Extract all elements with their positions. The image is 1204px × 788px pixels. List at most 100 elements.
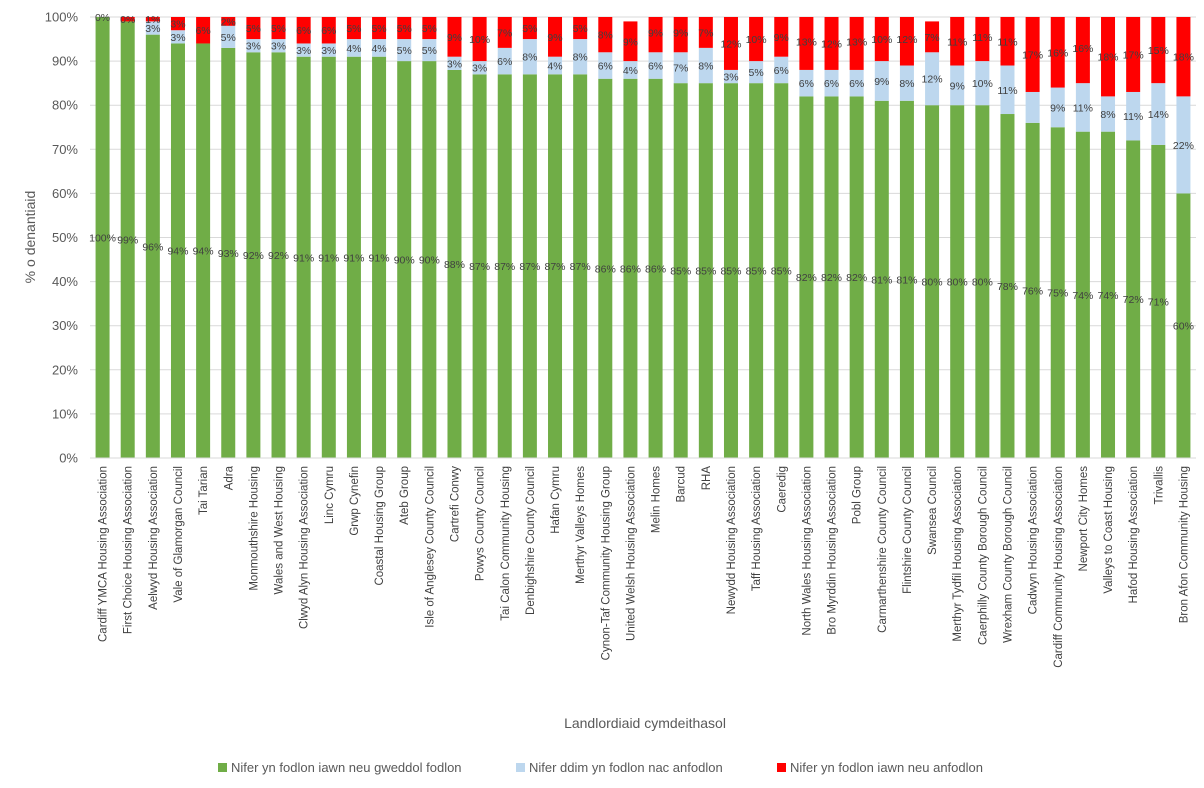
data-label-dissatisfied: 13% <box>796 36 817 48</box>
x-category-label: Trivallis <box>1153 466 1165 505</box>
x-category-label: Merthyr Tydfil Housing Association <box>952 466 964 642</box>
legend-swatch-dissatisfied <box>777 763 786 772</box>
data-label-satisfied: 86% <box>620 263 641 275</box>
data-label-satisfied: 94% <box>167 246 188 258</box>
bar-dissatisfied <box>296 17 311 44</box>
data-label-satisfied: 91% <box>369 252 390 264</box>
bar-satisfied <box>623 78 638 459</box>
y-tick-label: 90% <box>52 54 78 69</box>
data-label-neutral: 6% <box>774 65 789 77</box>
data-label-neutral: 6% <box>799 78 814 90</box>
x-category-label: Caerphilly County Borough Council <box>977 466 989 645</box>
data-label-neutral: 12% <box>922 74 943 86</box>
x-category-label: Bro Myrddin Housing Association <box>827 466 839 635</box>
data-label-satisfied: 90% <box>394 255 415 267</box>
bar-satisfied <box>950 105 965 458</box>
x-category-label: Melin Homes <box>651 466 663 533</box>
data-label-dissatisfied: 0% <box>95 12 110 24</box>
bar-dissatisfied <box>849 17 864 70</box>
bar-dissatisfied <box>346 17 361 40</box>
bar-satisfied <box>522 74 537 458</box>
data-label-satisfied: 91% <box>293 252 314 264</box>
bar-dissatisfied <box>874 17 889 62</box>
data-label-neutral: 3% <box>296 45 311 57</box>
bar-satisfied <box>824 96 839 458</box>
data-label-neutral: 10% <box>972 78 993 90</box>
data-label-dissatisfied: 6% <box>196 25 211 37</box>
bar-neutral <box>849 69 864 97</box>
data-label-neutral: 6% <box>497 56 512 68</box>
x-axis-title: Landlordiaid cymdeithasol <box>564 715 726 731</box>
data-label-satisfied: 75% <box>1047 288 1068 300</box>
bar-satisfied <box>1025 122 1040 458</box>
data-label-neutral: 8% <box>698 61 713 73</box>
bar-dissatisfied <box>925 21 940 53</box>
legend-label-dissatisfied: Nifer yn fodlon iawn neu anfodlon <box>790 760 983 775</box>
bar-satisfied <box>145 34 160 458</box>
data-label-neutral: 8% <box>522 52 537 64</box>
bar-neutral <box>598 52 613 79</box>
x-category-label: Bron Afon Community Housing <box>1178 466 1190 623</box>
data-label-neutral: 3% <box>723 72 738 84</box>
bar-satisfied <box>723 83 738 459</box>
bar-neutral <box>548 56 563 75</box>
x-category-label: Cynon-Taf Community Housing Group <box>600 466 612 660</box>
bar-dissatisfied <box>698 17 713 48</box>
y-tick-label: 30% <box>52 318 78 333</box>
bar-dissatisfied <box>648 17 663 53</box>
data-label-dissatisfied: 17% <box>1123 49 1144 61</box>
legend-label-neutral: Nifer ddim yn fodlon nac anfodlon <box>529 760 723 775</box>
x-category-label: Tai Tarian <box>198 466 210 515</box>
bar-neutral <box>573 39 588 75</box>
y-axis-ticks: 0% 10% 20% 30% 40% 50% 60% 70% 80% 90% 100% <box>45 10 79 466</box>
data-label-neutral: 3% <box>321 45 336 57</box>
data-label-dissatisfied: 5% <box>422 23 437 35</box>
bar-satisfied <box>221 47 236 459</box>
bar-dissatisfied <box>321 17 336 44</box>
bar-satisfied <box>548 74 563 458</box>
x-category-label: United Welsh Housing Association <box>625 466 637 641</box>
data-label-dissatisfied: 2% <box>221 16 236 28</box>
x-category-label: Tai Calon Community Housing <box>500 466 512 621</box>
data-label-dissatisfied: 16% <box>1047 47 1068 59</box>
data-label-dissatisfied: 1% <box>145 14 160 26</box>
data-label-satisfied: 94% <box>193 246 214 258</box>
bar-satisfied <box>497 74 512 458</box>
bar-satisfied <box>372 56 387 458</box>
data-label-satisfied: 86% <box>595 263 616 275</box>
bar-dissatisfied <box>824 17 839 70</box>
x-category-label: Newydd Housing Association <box>726 466 738 614</box>
data-label-dissatisfied: 13% <box>846 36 867 48</box>
bar-neutral <box>372 39 387 57</box>
bar-satisfied <box>698 83 713 459</box>
bar-dissatisfied <box>497 17 512 48</box>
bar-satisfied <box>472 74 487 458</box>
bar-satisfied <box>1000 114 1015 459</box>
x-category-label: Wrexham County Borough Council <box>1002 466 1014 643</box>
bar-dissatisfied <box>246 17 261 40</box>
data-label-satisfied: 100% <box>89 233 116 245</box>
legend: Nifer yn fodlon iawn neu gweddol fodlon … <box>218 760 983 775</box>
bar-dissatisfied <box>799 17 814 70</box>
bar-neutral <box>874 61 889 101</box>
data-label-neutral: 6% <box>598 61 613 73</box>
y-tick-label: 70% <box>52 142 78 157</box>
data-label-satisfied: 82% <box>821 272 842 284</box>
bar-dissatisfied <box>1050 17 1065 88</box>
bar-dissatisfied <box>120 17 135 22</box>
bars <box>95 17 1191 459</box>
data-label-neutral: 4% <box>623 65 638 77</box>
data-label-dissatisfied: 3% <box>170 19 185 31</box>
bar-satisfied <box>1101 131 1116 458</box>
data-label-dissatisfied: 9% <box>547 32 562 44</box>
bar-neutral <box>145 21 160 35</box>
data-label-satisfied: 93% <box>218 248 239 260</box>
data-label-satisfied: 85% <box>771 266 792 278</box>
x-category-label: Coastal Housing Group <box>374 466 386 586</box>
data-label-dissatisfied: 7% <box>924 32 939 44</box>
x-category-label: Ateb Group <box>399 466 411 525</box>
bar-dissatisfied <box>899 17 914 66</box>
bar-neutral <box>824 69 839 97</box>
bar-neutral <box>723 69 738 84</box>
